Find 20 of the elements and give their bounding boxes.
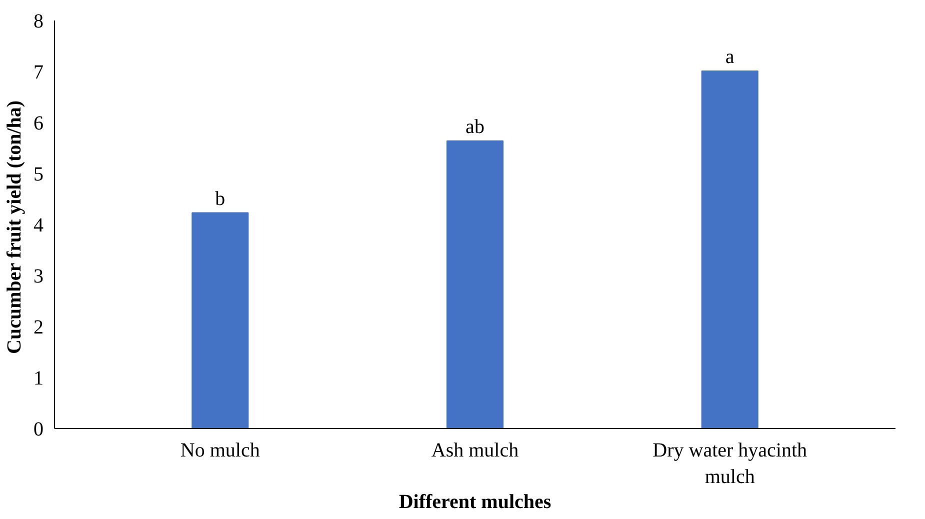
y-tick-label: 3 [34, 266, 44, 288]
bar [446, 140, 504, 428]
annotation: b [215, 188, 226, 210]
y-tick-label: 6 [34, 112, 44, 134]
y-tick-label: 4 [34, 214, 44, 236]
y-tick-label: 2 [34, 316, 44, 338]
x-tick-label: No mulch [180, 440, 260, 462]
x-tick-label: Ash mulch [431, 440, 519, 462]
y-tick-label: 7 [34, 62, 44, 84]
y-tick-label: 1 [34, 368, 44, 390]
y-tick-label: 8 [34, 10, 44, 32]
x-tick-label: Dry water hyacinth mulch [652, 440, 808, 488]
y-tick-label: 5 [34, 164, 44, 186]
bar [192, 212, 249, 428]
x-axis-title: Different mulches [398, 490, 552, 513]
annotation: a [725, 46, 734, 68]
y-tick-label: 0 [34, 418, 44, 440]
annotation: ab [466, 116, 484, 138]
bar [701, 70, 758, 428]
y-axis-title: Cucumber fruit yield (ton/ha) [4, 100, 26, 354]
